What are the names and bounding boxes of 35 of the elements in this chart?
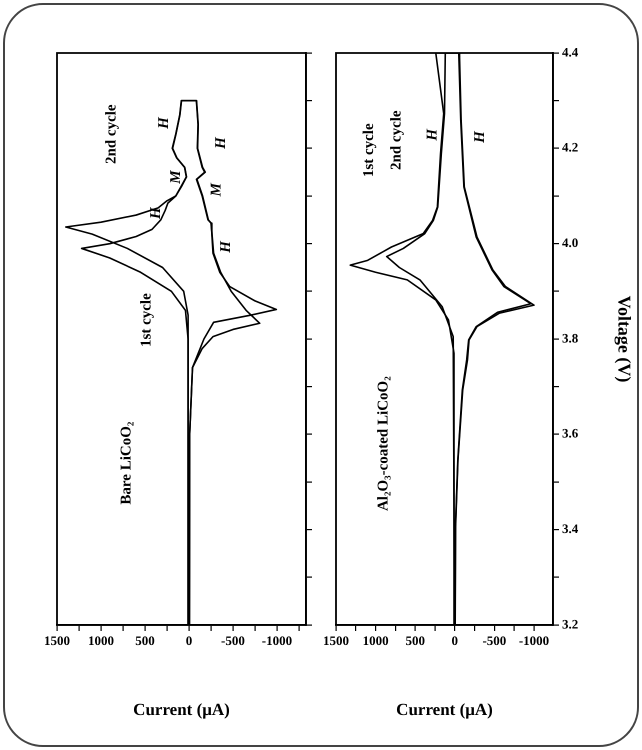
y-tick-label: 4.2 bbox=[562, 140, 578, 155]
annotation: 2nd cycle bbox=[388, 110, 404, 170]
x-tick-label: 0 bbox=[186, 633, 192, 648]
annotation: M bbox=[208, 182, 224, 198]
annotation: H bbox=[156, 116, 172, 130]
y-tick-label: 3.2 bbox=[562, 616, 578, 632]
x-tick-label: 1000 bbox=[362, 633, 389, 648]
y-tick-label: 3.6 bbox=[562, 426, 579, 441]
annotation: H bbox=[218, 240, 234, 254]
x-tick-label: 1500 bbox=[44, 633, 70, 648]
x-tick-label: -500 bbox=[482, 633, 506, 648]
annotation: H bbox=[424, 128, 440, 142]
annotation: 1st cycle bbox=[138, 292, 154, 347]
annotation: Bare LiCoO₂ bbox=[118, 421, 134, 505]
annotation: 1st cycle bbox=[360, 123, 377, 178]
x-tick-label: -500 bbox=[221, 633, 245, 648]
x-axis-title: Current (μA) bbox=[396, 700, 493, 720]
y-tick-label: 3.8 bbox=[562, 330, 579, 346]
x-tick-label: 500 bbox=[135, 633, 155, 648]
x-tick-label: 0 bbox=[452, 633, 458, 648]
y-tick-label: 4.0 bbox=[562, 235, 578, 250]
annotation: 2nd cycle bbox=[103, 104, 120, 164]
x-tick-label: 1500 bbox=[323, 633, 349, 648]
x-tick-label: -1000 bbox=[518, 633, 550, 648]
x-tick-label: 500 bbox=[405, 633, 425, 648]
x-tick-label: 1000 bbox=[88, 633, 114, 648]
y-tick-label: 4.4 bbox=[562, 44, 579, 60]
y-tick-label: 3.4 bbox=[562, 521, 579, 536]
y-axis-title: Voltage (V) bbox=[614, 296, 635, 382]
annotation: M bbox=[168, 170, 184, 185]
x-axis-title: Current (μA) bbox=[133, 700, 230, 720]
annotation: H bbox=[213, 136, 230, 150]
annotation: Al₂O₃-coated LiCoO₂ bbox=[375, 376, 392, 512]
annotation: H bbox=[472, 130, 488, 144]
x-tick-label: -1000 bbox=[262, 633, 292, 648]
